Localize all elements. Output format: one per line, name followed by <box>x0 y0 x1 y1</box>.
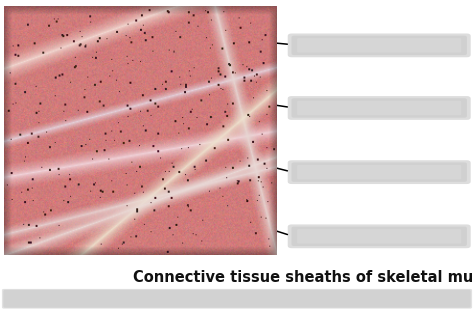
FancyBboxPatch shape <box>2 289 472 309</box>
FancyBboxPatch shape <box>292 36 467 55</box>
FancyBboxPatch shape <box>297 229 461 244</box>
FancyBboxPatch shape <box>288 33 471 57</box>
FancyBboxPatch shape <box>288 96 471 120</box>
FancyBboxPatch shape <box>292 98 467 118</box>
FancyBboxPatch shape <box>292 227 467 246</box>
FancyBboxPatch shape <box>288 224 471 248</box>
FancyBboxPatch shape <box>288 160 471 184</box>
FancyBboxPatch shape <box>297 38 461 53</box>
FancyBboxPatch shape <box>3 290 471 308</box>
FancyBboxPatch shape <box>292 162 467 182</box>
FancyBboxPatch shape <box>297 101 461 115</box>
Text: Connective tissue sheaths of skeletal muscle:: Connective tissue sheaths of skeletal mu… <box>133 269 474 285</box>
FancyBboxPatch shape <box>297 165 461 179</box>
